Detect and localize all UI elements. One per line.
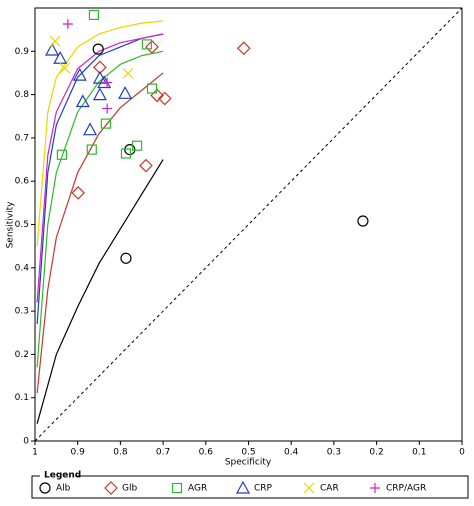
point: [357, 215, 369, 227]
point: [124, 143, 136, 156]
legend-marker: [235, 480, 251, 494]
legend-box: [31, 475, 469, 499]
point: [157, 91, 172, 106]
point: [86, 144, 97, 155]
legend-marker: [370, 483, 380, 493]
point: [88, 9, 100, 21]
point: [56, 149, 68, 160]
point: [120, 148, 132, 159]
legend-label: CRP: [254, 484, 273, 494]
x-tick-label: 1: [32, 448, 38, 458]
point: [53, 50, 68, 64]
x-tick-label: 0.3: [327, 448, 341, 458]
point: [118, 86, 133, 99]
legend-marker: [104, 481, 118, 495]
legend-title-bg: [40, 470, 76, 480]
y-axis-label: Sensitivity: [6, 201, 16, 249]
point: [120, 252, 132, 264]
y-tick-label: 0.4: [15, 263, 30, 273]
x-tick-label: 0.6: [199, 448, 214, 458]
y-tick-label: 0.3: [15, 307, 29, 317]
point: [141, 39, 152, 50]
x-tick-label: 0.5: [241, 448, 255, 458]
y-tick-label: 0.2: [15, 350, 29, 360]
sroc-curve: [36, 33, 164, 325]
point: [146, 83, 158, 94]
legend-title: Legend: [44, 471, 81, 481]
x-tick-label: 0.9: [71, 448, 86, 458]
legend-label: CAR: [320, 484, 339, 494]
y-tick-label: 0.1: [15, 393, 29, 403]
x-tick-label: 0.1: [412, 448, 426, 458]
y-tick-label: 0: [23, 437, 29, 447]
x-tick-label: 0: [459, 448, 465, 458]
point: [83, 122, 98, 136]
point: [72, 67, 87, 81]
point: [131, 140, 143, 151]
legend-label: Glb: [122, 484, 137, 494]
y-tick-label: 0.6: [15, 177, 30, 187]
legend-marker: [303, 482, 315, 494]
y-tick-label: 0.5: [15, 220, 29, 230]
sroc-curve: [36, 72, 164, 394]
point: [75, 94, 90, 108]
point: [92, 87, 107, 101]
point: [45, 42, 60, 56]
point: [236, 41, 251, 56]
point: [62, 19, 73, 30]
point: [145, 40, 159, 54]
point: [102, 103, 113, 114]
point: [102, 77, 113, 88]
point: [59, 62, 71, 74]
y-tick-label: 0.8: [15, 90, 30, 100]
x-tick-label: 0.2: [369, 448, 383, 458]
x-tick-label: 0.7: [156, 448, 170, 458]
point: [71, 186, 85, 200]
diagonal: [34, 7, 463, 442]
legend-label: CRP/AGR: [386, 484, 426, 494]
legend-marker: [171, 482, 183, 494]
point: [139, 158, 153, 173]
sroc-curve: [36, 20, 164, 247]
point: [122, 67, 134, 79]
sroc-curve: [36, 159, 164, 424]
point: [92, 43, 104, 55]
x-axis-label: Specificity: [225, 458, 272, 468]
y-tick-label: 0.9: [15, 47, 30, 57]
sroc-curve: [36, 50, 164, 368]
x-tick-label: 0.8: [113, 448, 128, 458]
legend-label: Alb: [56, 484, 71, 494]
sroc-curve: [36, 33, 164, 303]
legend-marker: [39, 482, 51, 494]
y-tick-label: 0.7: [15, 133, 29, 143]
point: [100, 118, 111, 129]
legend-label: AGR: [188, 484, 207, 494]
x-tick-label: 0.4: [284, 448, 299, 458]
point: [49, 35, 61, 47]
